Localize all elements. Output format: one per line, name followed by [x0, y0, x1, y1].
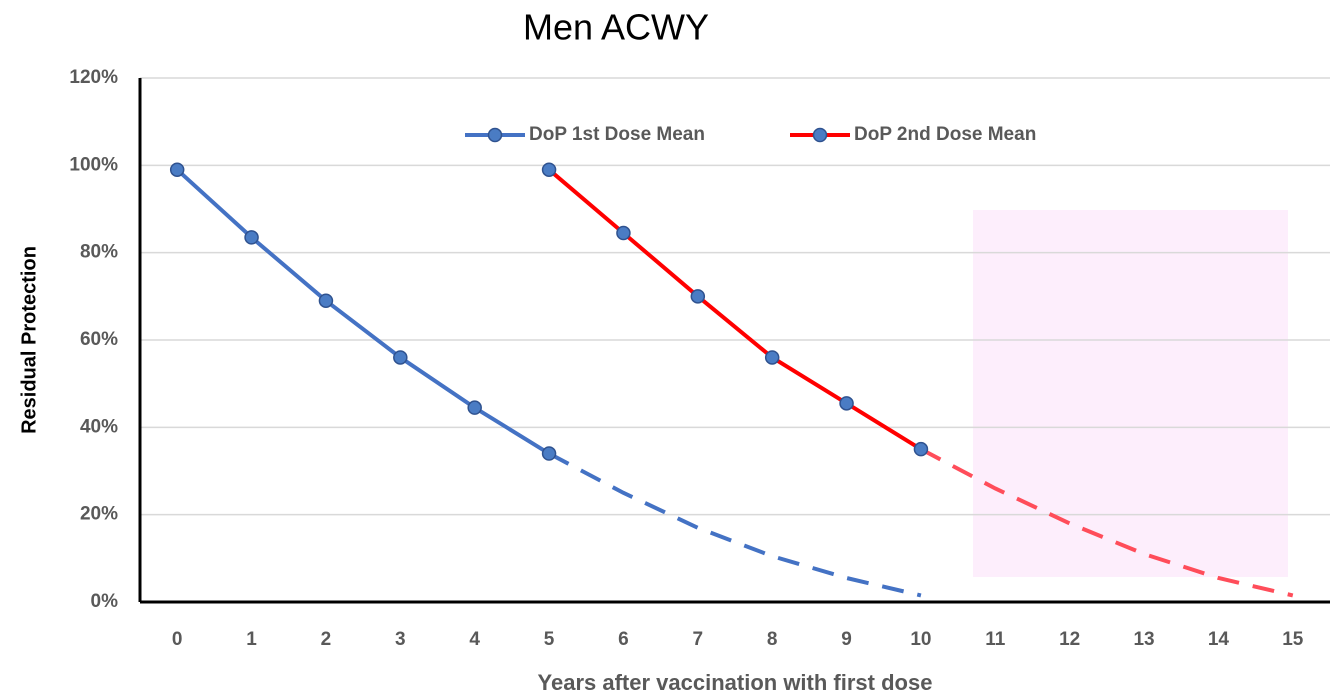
x-tick-label: 3: [395, 629, 406, 650]
y-tick-label: 40%: [80, 416, 118, 437]
x-tick-label: 9: [841, 629, 852, 650]
legend-label: DoP 2nd Dose Mean: [854, 124, 1036, 145]
x-tick-label: 12: [1059, 629, 1080, 650]
projection-line: [548, 451, 922, 598]
y-tick-label: 0%: [91, 591, 119, 612]
marker: [690, 289, 706, 304]
marker: [541, 162, 557, 177]
y-tick-label: 120%: [69, 67, 118, 88]
marker: [244, 230, 259, 245]
legend-label: DoP 1st Dose Mean: [529, 124, 705, 145]
projection-line: [920, 447, 1294, 598]
y-tick-label: 80%: [80, 242, 118, 263]
x-tick-label: 15: [1282, 629, 1304, 650]
marker: [616, 225, 631, 241]
marker: [541, 446, 557, 461]
legend-marker: [487, 127, 503, 143]
x-tick-label: 13: [1133, 629, 1154, 650]
x-tick-label: 14: [1208, 629, 1230, 650]
marker: [467, 400, 482, 415]
y-axis-label: Residual Protection: [18, 246, 40, 434]
x-tick-label: 4: [469, 629, 480, 650]
series-line: [175, 168, 551, 456]
marker: [318, 293, 334, 308]
x-tick-label: 11: [985, 629, 1006, 650]
marker: [393, 350, 408, 365]
series-line: [547, 168, 922, 451]
x-axis-label: Years after vaccination with first dose: [538, 670, 933, 695]
marker: [913, 441, 929, 457]
x-tick-label: 2: [321, 629, 332, 650]
x-tick-label: 6: [618, 629, 629, 650]
x-tick-label: 8: [767, 629, 778, 650]
marker: [839, 396, 854, 411]
x-tick-label: 1: [246, 629, 257, 650]
marker: [764, 350, 780, 365]
marker: [169, 162, 185, 177]
legend-marker: [812, 127, 828, 143]
x-tick-label: 7: [693, 629, 704, 650]
y-tick-label: 60%: [80, 329, 118, 350]
y-tick-label: 20%: [80, 504, 118, 525]
x-tick-label: 0: [172, 629, 183, 650]
chart-title: Men ACWY: [523, 7, 709, 48]
x-tick-label: 5: [544, 629, 555, 650]
x-tick-label: 10: [910, 629, 931, 650]
y-tick-label: 100%: [69, 154, 118, 175]
highlight-region: [973, 210, 1288, 577]
